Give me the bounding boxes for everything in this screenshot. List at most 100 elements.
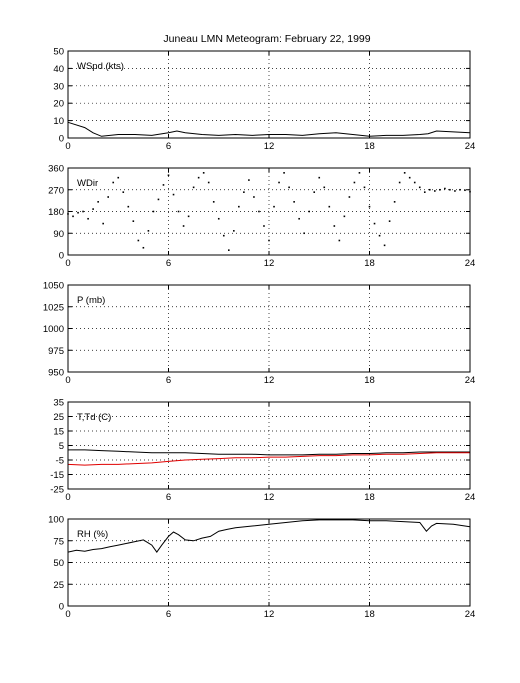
data-point	[202, 172, 205, 174]
data-point	[167, 174, 170, 177]
data-point	[112, 181, 115, 184]
data-point	[187, 215, 190, 218]
data-point	[303, 232, 305, 235]
x-tick-label: 6	[166, 609, 171, 620]
panel-4: 0 6 12 18 24 -25 -15 -5 5 15 25 35 T,Td (C)	[50, 398, 475, 504]
data-point	[353, 181, 356, 184]
data-point	[197, 176, 200, 179]
x-tick-label: 6	[166, 258, 171, 269]
data-point	[434, 190, 436, 192]
y-tick-label: 25	[53, 580, 64, 591]
data-point	[393, 201, 396, 203]
data-point	[117, 176, 120, 179]
series-line-1	[67, 519, 471, 553]
data-point	[253, 196, 255, 198]
data-point	[107, 196, 109, 198]
x-tick-label: 12	[264, 609, 275, 620]
data-point	[454, 190, 456, 192]
figure-title: Juneau LMN Meteogram: February 22, 1999	[163, 33, 370, 45]
panel-1: 0 6 12 18 24 0 10 20 30 40 50 WSpd (kts)	[53, 47, 475, 153]
data-point	[157, 198, 160, 201]
y-tick-label: 90	[53, 229, 64, 240]
data-point	[192, 186, 195, 189]
panel-label: RH (%)	[77, 529, 108, 540]
x-tick-label: 6	[166, 492, 171, 503]
data-point	[172, 193, 175, 196]
x-tick-label: 0	[65, 258, 70, 269]
y-tick-label: 360	[48, 164, 64, 175]
y-tick-label: 100	[48, 515, 64, 526]
data-point	[449, 188, 451, 191]
y-tick-label: 1050	[43, 281, 64, 292]
data-point	[152, 210, 155, 213]
data-point	[288, 186, 290, 189]
x-tick-label: 6	[166, 375, 171, 386]
data-point	[207, 181, 210, 184]
data-point	[283, 172, 285, 174]
y-tick-label: 75	[53, 536, 64, 547]
panel-2: 0 6 12 18 24 0 90 180 270 360 WDir	[48, 164, 475, 270]
data-point	[233, 230, 235, 232]
axes-box	[67, 50, 471, 139]
y-tick-label: 30	[53, 81, 64, 92]
y-tick-label: 0	[59, 134, 64, 145]
y-tick-label: 180	[48, 207, 64, 218]
data-point	[413, 181, 416, 184]
x-tick-label: 12	[264, 141, 275, 152]
data-point	[142, 246, 145, 249]
data-point	[268, 239, 270, 242]
data-point	[132, 220, 135, 222]
y-tick-label: 25	[53, 412, 64, 423]
data-point	[77, 211, 79, 214]
data-point	[82, 210, 84, 213]
data-point	[122, 191, 125, 193]
data-point	[348, 196, 351, 198]
data-point	[444, 187, 446, 190]
data-point	[127, 205, 130, 208]
panel-label: WSpd (kts)	[77, 61, 124, 72]
x-tick-label: 0	[65, 492, 70, 503]
y-tick-label: 0	[59, 251, 64, 262]
data-point	[323, 186, 326, 189]
x-tick-label: 18	[364, 492, 375, 503]
data-point	[388, 220, 391, 222]
y-tick-label: 975	[48, 346, 64, 357]
data-point	[373, 222, 376, 225]
data-point	[212, 201, 215, 203]
data-point	[278, 181, 280, 184]
data-point	[383, 244, 386, 247]
y-tick-label: 1000	[43, 324, 64, 335]
data-point	[238, 205, 240, 208]
x-tick-label: 18	[364, 375, 375, 386]
data-point	[313, 191, 316, 193]
y-tick-label: -15	[50, 470, 64, 481]
data-point	[162, 184, 165, 186]
y-tick-label: 10	[53, 116, 64, 127]
y-tick-label: 950	[48, 368, 64, 379]
y-tick-label: 1025	[43, 302, 64, 313]
x-tick-label: 6	[166, 141, 171, 152]
data-point	[439, 188, 441, 191]
panel-label: P (mb)	[77, 295, 105, 306]
data-point	[298, 217, 300, 220]
data-point	[222, 234, 225, 237]
data-point	[398, 181, 401, 184]
data-point	[182, 225, 185, 227]
data-point	[97, 201, 99, 203]
data-point	[423, 191, 426, 193]
data-point	[137, 239, 140, 242]
data-point	[363, 186, 366, 189]
data-point	[248, 179, 250, 181]
x-tick-label: 18	[364, 258, 375, 269]
data-point	[273, 205, 275, 208]
y-tick-label: 0	[59, 602, 64, 613]
y-tick-label: 270	[48, 185, 64, 196]
data-point	[368, 205, 371, 208]
data-point	[418, 186, 421, 189]
x-tick-label: 18	[364, 609, 375, 620]
data-point	[258, 210, 260, 213]
data-point	[378, 234, 381, 237]
y-tick-label: 15	[53, 427, 64, 438]
